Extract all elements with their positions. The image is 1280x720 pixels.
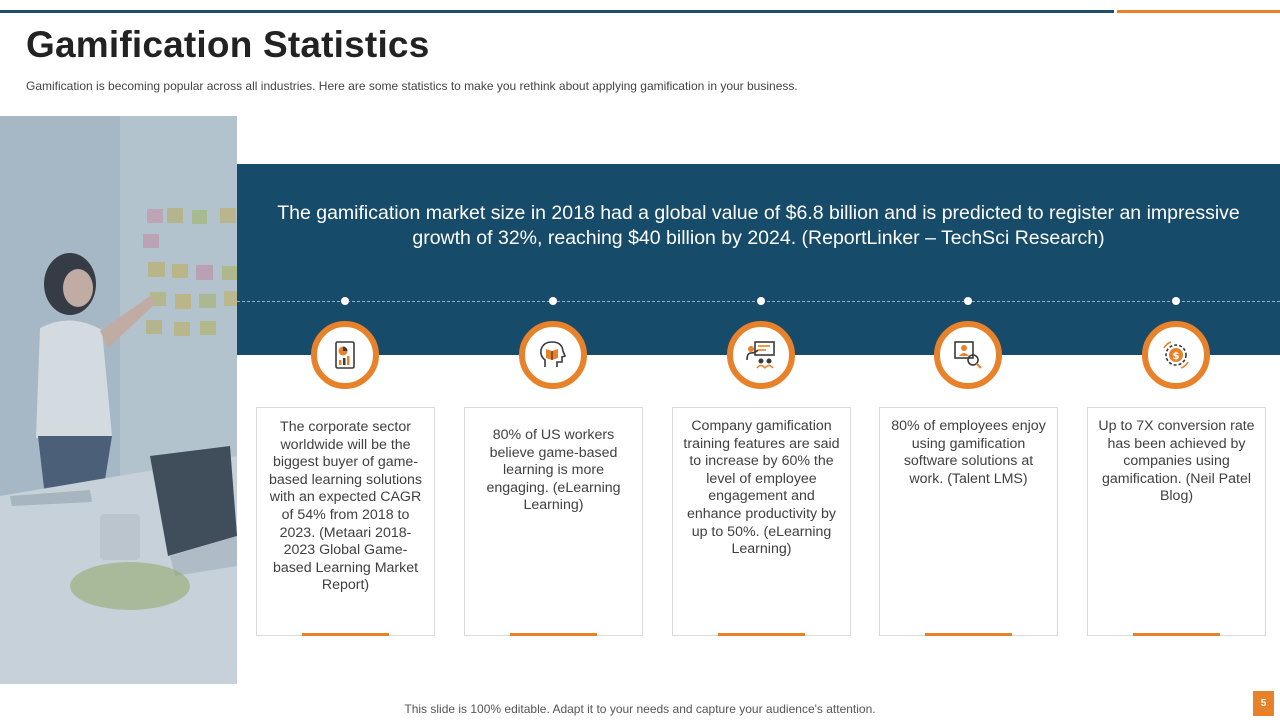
page-title: Gamification Statistics xyxy=(26,24,430,65)
card-accent-bar xyxy=(1133,633,1220,636)
dollar-gear-icon: $ xyxy=(1142,321,1210,389)
timeline-dot xyxy=(1172,297,1180,305)
card-accent-bar xyxy=(718,633,805,636)
footer-note: This slide is 100% editable. Adapt it to… xyxy=(404,702,876,716)
report-chart-icon xyxy=(311,321,379,389)
employee-search-icon xyxy=(934,321,1002,389)
top-accent-line xyxy=(0,10,1114,13)
stat-card: Up to 7X conversion rate has been achiev… xyxy=(1087,407,1266,636)
stat-text: Company gamification training features a… xyxy=(683,418,840,558)
top-accent-line-orange xyxy=(1117,10,1280,13)
timeline-dot xyxy=(964,297,972,305)
stat-text: 80% of US workers believe game-based lea… xyxy=(486,427,621,514)
head-book-icon xyxy=(519,321,587,389)
stat-text: 80% of employees enjoy using gamificatio… xyxy=(891,418,1046,487)
stat-card: Company gamification training features a… xyxy=(672,407,851,636)
card-accent-bar xyxy=(302,633,389,636)
office-photo xyxy=(0,116,237,684)
timeline-dot xyxy=(341,297,349,305)
stat-text: The corporate sector worldwide will be t… xyxy=(268,419,422,594)
stat-text: Up to 7X conversion rate has been achiev… xyxy=(1098,418,1255,505)
page-subtitle: Gamification is becoming popular across … xyxy=(26,79,798,93)
stat-card: 80% of US workers believe game-based lea… xyxy=(464,407,643,636)
stat-card: 80% of employees enjoy using gamificatio… xyxy=(879,407,1058,636)
svg-text:$: $ xyxy=(1173,351,1180,362)
page-number: 5 xyxy=(1253,691,1274,716)
stat-card: The corporate sector worldwide will be t… xyxy=(256,407,435,636)
presentation-training-icon xyxy=(727,321,795,389)
banner-text: The gamification market size in 2018 had… xyxy=(277,202,1240,249)
timeline-dot xyxy=(549,297,557,305)
card-accent-bar xyxy=(925,633,1012,636)
timeline-dot xyxy=(757,297,765,305)
card-accent-bar xyxy=(510,633,597,636)
